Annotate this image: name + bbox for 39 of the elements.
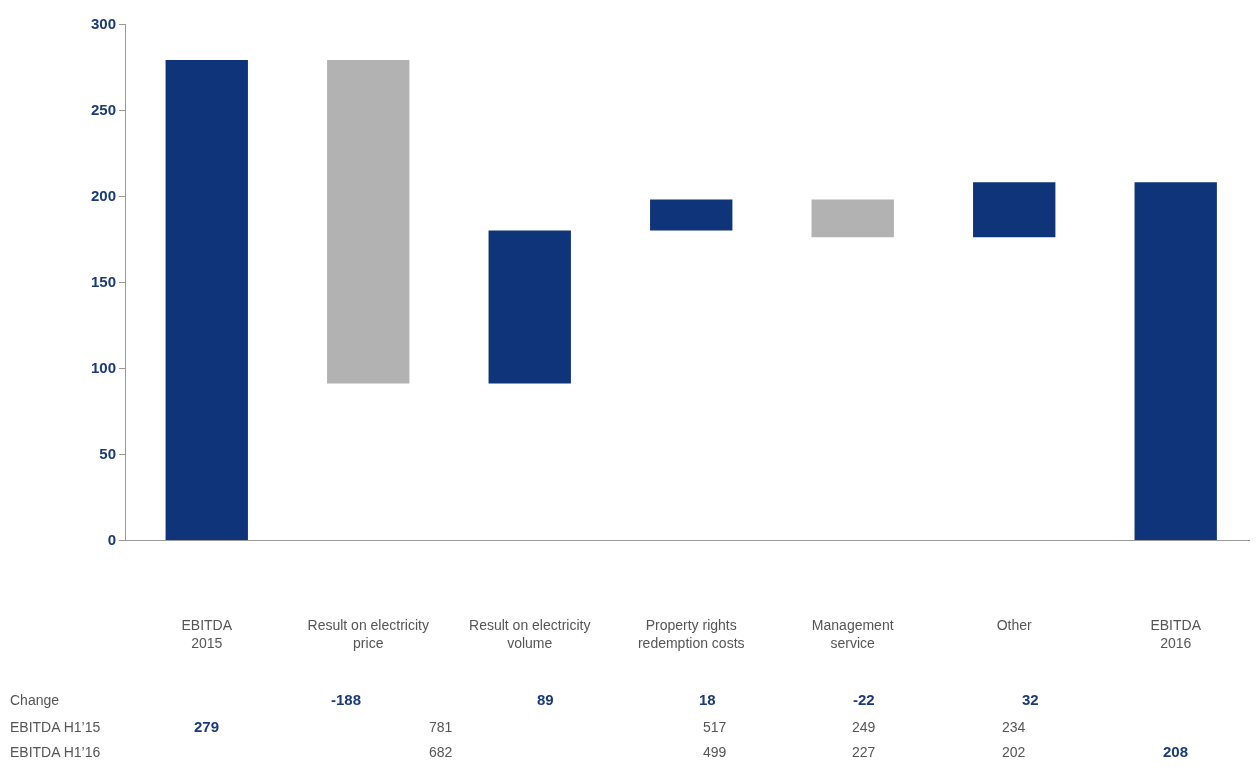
text: 279 — [194, 718, 220, 735]
y-tick-label: 50 — [99, 445, 116, 463]
y-tick-label: 300 — [90, 15, 116, 33]
bar — [165, 60, 248, 540]
bar — [650, 199, 733, 231]
x-tick-label: Other — [996, 616, 1033, 633]
y-tick-label: 0 — [107, 531, 116, 549]
text: 781 — [429, 719, 453, 735]
text: 499 — [703, 744, 727, 760]
bar — [811, 199, 894, 238]
x-tick-label: EBITDA 2016 — [1150, 616, 1202, 651]
x-tick-label: Property rights redemption costs — [637, 616, 745, 651]
x-tick-label: Result on electricity price — [307, 616, 429, 651]
text: 517 — [703, 719, 727, 735]
text: 227 — [852, 744, 876, 760]
text: 202 — [1002, 744, 1026, 760]
y-tick-label: 150 — [90, 273, 116, 291]
y-tick-label: 100 — [90, 359, 116, 377]
x-tick-label: Result on electricity volume — [469, 616, 591, 651]
x-tick-label: Management service — [811, 616, 894, 651]
text: EBITDA H1’15 — [10, 719, 101, 735]
text: 18 — [699, 691, 716, 708]
text: -188 — [331, 691, 362, 708]
text: Change — [10, 692, 60, 708]
text: 208 — [1163, 743, 1189, 760]
bar — [973, 182, 1056, 238]
text: -22 — [853, 691, 875, 708]
text: 32 — [1022, 691, 1039, 708]
y-tick-label: 200 — [90, 187, 116, 205]
text: 249 — [852, 719, 876, 735]
text: 234 — [1002, 719, 1026, 735]
x-tick-label: EBITDA 2015 — [181, 616, 233, 651]
bar — [1134, 182, 1217, 540]
bar — [327, 60, 410, 384]
text: EBITDA H1’16 — [10, 744, 101, 760]
y-tick-label: 250 — [90, 101, 116, 119]
text: 89 — [537, 691, 554, 708]
text: 682 — [429, 744, 453, 760]
bar — [488, 230, 571, 384]
